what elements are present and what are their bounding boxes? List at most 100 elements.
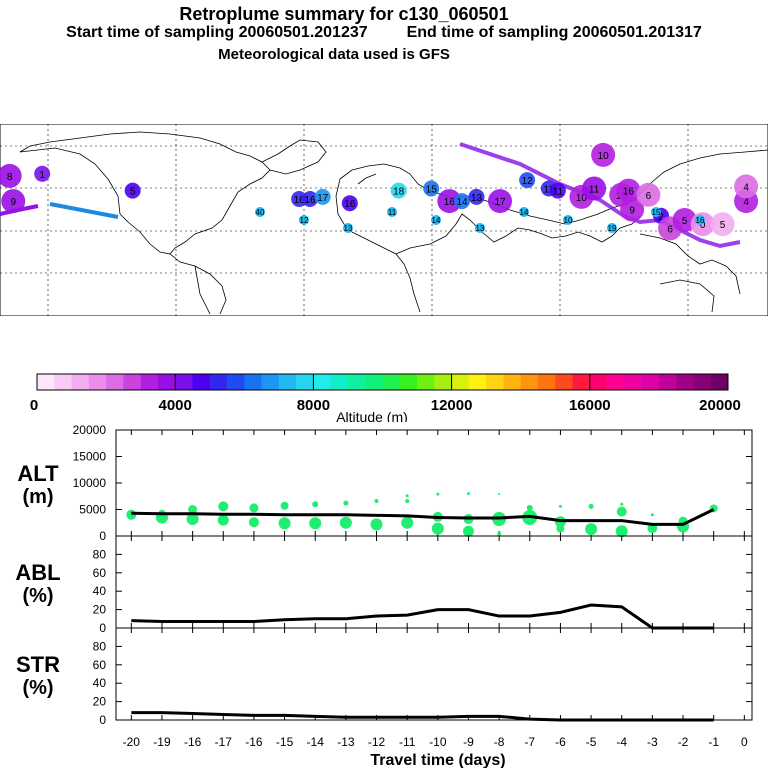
track-dot [387,207,397,217]
plume-marker-label: 11 [553,187,564,198]
plume-marker-label: 2 [658,212,664,223]
alt-point [616,506,627,517]
plume-marker [314,188,331,205]
plume-marker [423,180,440,197]
x-tick-label: -17 [215,735,233,749]
plume-marker [1,189,26,214]
y-axis-label: ABL [15,560,60,585]
colorbar-cells [36,373,729,391]
y-axis-unit: (m) [22,486,53,508]
colorbar-cell [296,374,314,390]
x-tick-label: -3 [647,735,658,749]
x-tick-label: -2 [678,735,689,749]
colorbar-cell [157,374,176,390]
track-dot [519,207,529,217]
y-axis-label: STR [16,652,60,677]
plume-marker [390,182,407,199]
colorbar-cell [192,374,211,390]
plume-marker-label: 13 [471,193,483,204]
track-dot [431,215,441,225]
plume-marker [124,182,141,199]
colorbar-cell [537,374,556,390]
plume-marker-label: 16 [304,195,316,206]
colorbar-ticks: 0 4000 8000 12000 16000 20000 [30,374,741,414]
alt-point [248,517,259,528]
plume-marker [488,189,512,214]
alt-point [466,492,470,496]
track-dot [299,215,309,225]
alt-point [309,517,322,530]
alt-point [498,493,501,496]
colorbar-cell [54,374,72,390]
plume-marker [34,165,51,182]
plume-marker [468,188,485,205]
plume-marker-label: 17 [494,197,506,208]
colorbar-cell [468,374,487,390]
colorbar-cell [175,374,193,390]
x-tick-label: -1 [708,735,719,749]
world-map: 9815161617161815161413171211111010111016… [0,124,768,316]
abl-panel: 0 20 40 60 80 ABL(%) [15,535,753,635]
x-tick-label: -5 [586,735,597,749]
colorbar-cell [399,374,418,390]
colorbar-cell [451,374,470,390]
colorbar-tick-label: 12000 [431,397,473,414]
track-label: 19 [608,224,617,233]
colorbar-tick-label: 0 [30,397,38,414]
alt-point [436,492,440,496]
alt-point [615,525,628,538]
plume-marker-label: 15 [426,185,438,196]
sampling-times: Start time of sampling 20060501.201237 E… [0,24,768,42]
y-tick-label: 80 [93,547,107,561]
colorbar-cell [227,374,245,390]
track-label: 40 [256,208,265,217]
track-dot [607,223,617,233]
alt-point [405,494,409,498]
y-axis-unit: (%) [22,677,53,699]
y-axis-label: ALT [17,461,59,486]
alt-point [462,525,474,537]
track-labels: 40 12 13 11 14 13 14 10 19 15 16 [255,207,705,233]
colorbar-cell [693,374,712,390]
plume-marker-label: 16 [444,197,456,208]
alt-panel: 0 5000 10000 15000 20000 ALT(m) [17,423,753,543]
x-tick-label: -16 [184,735,202,749]
x-tick-label: -10 [429,735,447,749]
track-label: 14 [432,216,441,225]
plume-marker-label: 12 [522,176,534,187]
alt-point [218,501,229,512]
str-line [131,711,714,722]
track-label: 16 [696,216,705,225]
alt-point [186,513,199,526]
x-tick-label: -7 [524,735,535,749]
colorbar-tick-label: 20000 [699,397,741,414]
alt-point [312,501,319,508]
colorbar-cell [140,374,159,390]
trajectory-path [459,142,741,249]
colorbar-cell [261,374,280,390]
coastlines [19,131,768,315]
plume-marker [0,163,22,188]
plume-marker-label: 18 [393,187,405,198]
colorbar-cell [330,374,349,390]
colorbar-cell [486,374,504,390]
track-label: 10 [564,216,573,225]
plume-marker [302,191,318,207]
alt-point [126,509,137,520]
y-tick-label: 20 [93,603,107,617]
x-tick-label: -9 [463,735,474,749]
colorbar-cell [624,374,642,390]
y-tick-label: 20000 [73,423,107,437]
alt-point [374,499,379,504]
plume-marker [636,182,661,207]
colorbar-label: Altitude (m) [336,409,408,422]
plume-marker-label: 16 [623,187,635,198]
colorbar-cell [641,374,660,390]
alt-point [650,513,654,517]
altitude-colorbar: 0 4000 8000 12000 16000 20000 Altitude (m) [30,373,741,422]
alt-mean-line [131,508,715,526]
colorbar-cell [658,374,677,390]
colorbar-cell [607,374,625,390]
track-dot [475,223,485,233]
x-tick-label: -14 [307,735,325,749]
